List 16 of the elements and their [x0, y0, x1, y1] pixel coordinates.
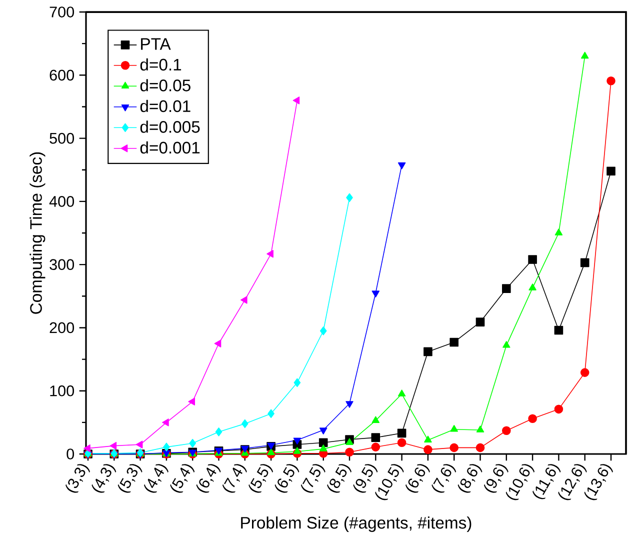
y-tick-label: 600 — [50, 70, 74, 81]
legend-label: PTA — [141, 38, 171, 50]
y-tick-label: 400 — [49, 196, 74, 207]
legend-label: d=0.01 — [140, 100, 190, 112]
legend-label: d=0.05 — [140, 79, 190, 92]
y-axis-title: Computing Time (sec) — [30, 152, 46, 314]
legend-label: d=0.001 — [140, 141, 200, 154]
y-tick-label: 700 — [50, 6, 74, 18]
legend-label: d=0.1 — [140, 58, 182, 71]
y-tick-label: 100 — [50, 385, 74, 396]
legend-label: d=0.005 — [140, 120, 200, 133]
y-tick-label: 200 — [50, 322, 74, 334]
x-axis-title: Problem Size (#agents, #items) — [241, 516, 472, 532]
y-tick-label: 500 — [50, 132, 74, 144]
y-tick-label: 300 — [50, 259, 74, 270]
y-tick-label: 0 — [66, 448, 74, 460]
